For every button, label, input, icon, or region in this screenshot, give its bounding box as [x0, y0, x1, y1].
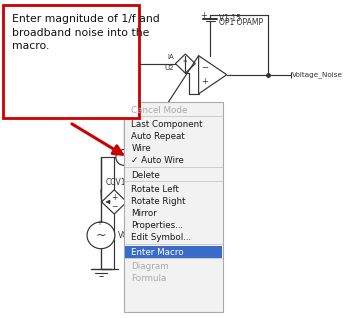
Text: CCV1: CCV1 [106, 178, 126, 187]
Text: +: + [111, 193, 117, 202]
Text: Edit Symbol...: Edit Symbol... [131, 233, 191, 242]
Text: −: − [111, 203, 117, 211]
Text: *: * [121, 152, 127, 162]
Text: Delete: Delete [131, 171, 160, 180]
Text: +: + [200, 11, 207, 20]
Polygon shape [102, 190, 127, 214]
Text: Cancel Mode: Cancel Mode [131, 106, 188, 115]
Text: +: + [201, 77, 208, 86]
Text: V1 15: V1 15 [219, 14, 241, 23]
Text: U2: U2 [164, 65, 174, 71]
Bar [125, 246, 223, 258]
Text: Wire: Wire [131, 144, 151, 153]
Text: +: + [96, 220, 102, 226]
Text: Enter magnitude of 1/f and
broadband noise into the
macro.: Enter magnitude of 1/f and broadband noi… [12, 14, 159, 51]
Text: Auto Repeat: Auto Repeat [131, 132, 185, 141]
Text: ~: ~ [96, 229, 106, 242]
Text: Formula: Formula [131, 274, 167, 283]
Text: *: * [183, 59, 188, 68]
Polygon shape [175, 54, 195, 73]
Circle shape [116, 149, 132, 165]
Text: nV: nV [131, 108, 138, 118]
Text: Mirror: Mirror [131, 209, 157, 218]
Text: ✓ Auto Wire: ✓ Auto Wire [131, 156, 184, 165]
Bar [124, 102, 223, 312]
Text: Rotate Right: Rotate Right [131, 197, 186, 206]
Text: IA: IA [167, 54, 174, 60]
Text: VG1: VG1 [118, 231, 134, 240]
Text: Voltage_Noise: Voltage_Noise [292, 71, 343, 78]
FancyBboxPatch shape [3, 5, 139, 118]
Text: Diagram: Diagram [131, 262, 169, 271]
Text: OP1 OPAMP: OP1 OPAMP [219, 18, 264, 27]
Text: Rotate Left: Rotate Left [131, 185, 179, 194]
Text: −: − [201, 63, 208, 72]
Text: Properties...: Properties... [131, 221, 183, 230]
Text: Last Component: Last Component [131, 120, 203, 129]
Circle shape [87, 222, 115, 249]
Text: Enter Macro: Enter Macro [131, 248, 184, 257]
Text: U1: U1 [131, 134, 138, 143]
